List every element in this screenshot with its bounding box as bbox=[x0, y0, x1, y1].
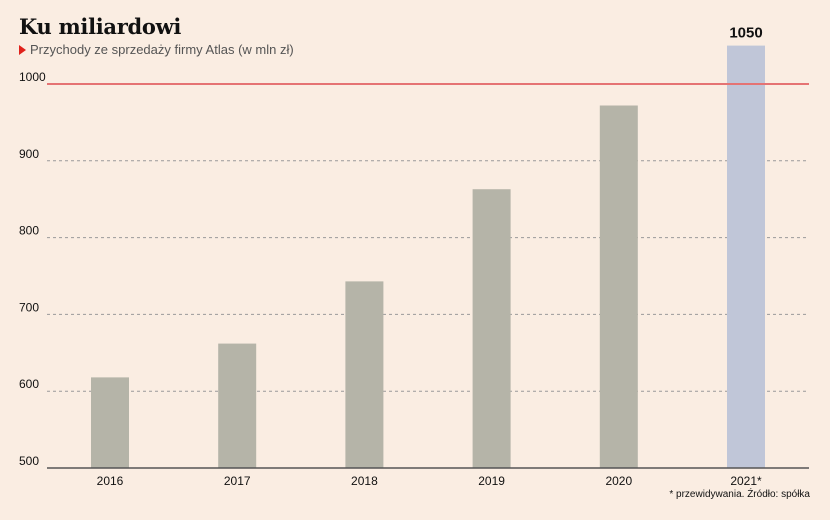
y-tick-label: 700 bbox=[19, 300, 39, 314]
x-tick-label: 2021* bbox=[730, 474, 762, 488]
y-tick-label: 600 bbox=[19, 377, 39, 391]
x-tick-label: 2018 bbox=[351, 474, 378, 488]
bar bbox=[91, 377, 129, 468]
y-tick-label: 1000 bbox=[19, 70, 46, 84]
y-tick-label: 800 bbox=[19, 224, 39, 238]
y-tick-label: 500 bbox=[19, 454, 39, 468]
x-tick-label: 2020 bbox=[605, 474, 632, 488]
footnote: * przewidywania. Źródło: spółka bbox=[669, 489, 810, 500]
bar bbox=[599, 105, 638, 468]
chart-title: Ku miliardowi bbox=[19, 14, 182, 39]
x-tick-label: 2019 bbox=[478, 474, 505, 488]
bar bbox=[727, 45, 765, 468]
x-tick-label: 2016 bbox=[97, 474, 124, 488]
subtitle-text: Przychody ze sprzedaży firmy Atlas (w ml… bbox=[30, 42, 294, 57]
triangle-marker-icon bbox=[19, 44, 26, 55]
y-tick-label: 900 bbox=[19, 147, 39, 161]
bar bbox=[345, 281, 384, 468]
bar bbox=[472, 189, 511, 468]
data-label: 1050 bbox=[729, 25, 762, 42]
chart-subtitle: Przychody ze sprzedaży firmy Atlas (w ml… bbox=[19, 42, 294, 57]
bar bbox=[218, 343, 257, 468]
x-tick-label: 2017 bbox=[224, 474, 251, 488]
